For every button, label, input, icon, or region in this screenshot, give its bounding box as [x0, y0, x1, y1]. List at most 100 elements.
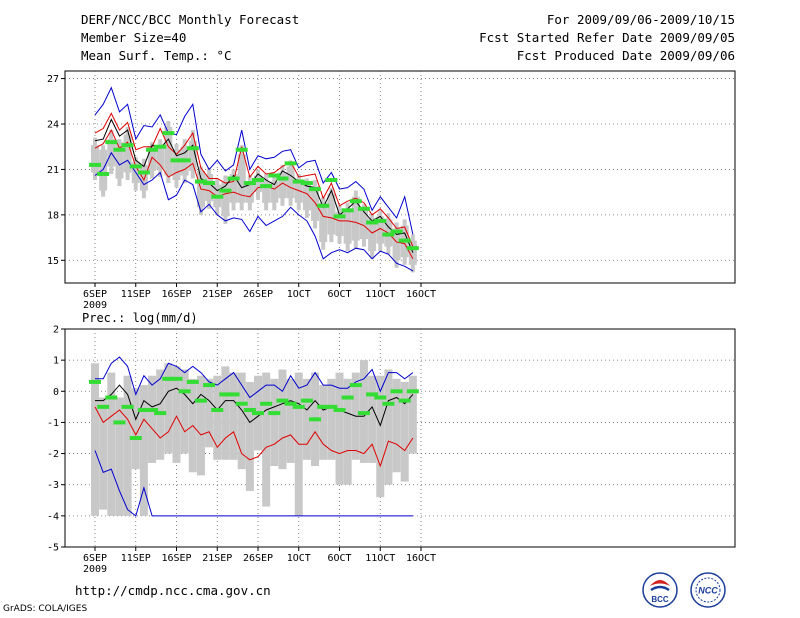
prec-box	[319, 385, 328, 460]
temp-xtick-label: 11SEP	[121, 289, 151, 300]
prec-median-marker	[146, 407, 159, 412]
start-date: Fcst Started Refer Date 2009/09/05	[479, 30, 735, 45]
prec-box	[180, 369, 189, 454]
temp-box	[188, 140, 197, 171]
prec-median-marker	[227, 392, 240, 397]
temp-median-marker	[105, 140, 118, 145]
temp-xtick-label: 11OCT	[365, 289, 395, 300]
temp-median-marker	[325, 178, 338, 183]
temp-xtick-label: 6OCT	[327, 289, 351, 300]
temp-median-marker	[194, 179, 207, 184]
temp-median-marker	[137, 170, 150, 175]
temp-median-marker	[129, 164, 142, 169]
prec-median-marker	[268, 411, 281, 416]
temp-median-marker	[170, 158, 183, 163]
temp-box	[392, 228, 401, 261]
prec-median-marker	[129, 436, 142, 440]
prec-xtick-label: 6SEP	[83, 553, 107, 564]
prec-min-line	[94, 450, 413, 517]
temp-box	[205, 173, 214, 202]
temp-median-marker	[260, 184, 273, 189]
footer-url[interactable]: http://cmdp.ncc.cma.gov.cn	[75, 583, 271, 598]
prec-median-marker	[121, 404, 134, 409]
prec-median-marker	[235, 401, 248, 406]
temp-median-marker	[178, 158, 191, 163]
prec-median-marker	[398, 398, 411, 403]
temp-box	[262, 181, 271, 203]
prec-box	[376, 375, 385, 498]
prec-box	[196, 375, 205, 476]
prec-box	[123, 375, 132, 516]
temp-box	[343, 208, 352, 244]
temp-median-marker	[341, 208, 354, 213]
prec-ytick-label: 1	[53, 356, 59, 367]
prec-box	[327, 378, 336, 460]
prec-xtick-label: 26SEP	[243, 553, 273, 564]
prec-xtick-label: 16SEP	[161, 553, 191, 564]
temp-box	[99, 149, 108, 191]
prec-box	[245, 381, 254, 491]
temp-ytick-label: 27	[47, 74, 59, 85]
prec-median-marker	[300, 398, 313, 403]
prec-ytick-label: 0	[53, 387, 59, 398]
prec-median-marker	[284, 401, 297, 406]
prec-box	[164, 363, 173, 454]
temp-ytick-label: 18	[47, 210, 59, 221]
temp-median-marker	[366, 220, 379, 225]
prec-xtick-label: 11OCT	[365, 553, 395, 564]
ncc-logo: NCC	[690, 572, 726, 608]
temp-median-marker	[333, 214, 346, 219]
prec-ytick-label: -1	[47, 418, 59, 429]
variable-label: Mean Surf. Temp.: °C	[81, 48, 232, 63]
temp-median-marker	[186, 146, 199, 151]
prec-median-marker	[406, 389, 419, 394]
temp-median-marker	[89, 162, 101, 167]
temp-box	[376, 216, 385, 244]
temp-median-marker	[162, 131, 175, 136]
prec-box	[408, 375, 417, 454]
temp-box	[278, 172, 287, 199]
temp-median-marker	[146, 147, 159, 152]
prec-median-marker	[219, 392, 232, 397]
prec-box	[205, 378, 214, 448]
prec-xtick-label: 21SEP	[202, 553, 232, 564]
prec-max-line	[95, 356, 414, 399]
temp-box	[335, 211, 344, 237]
prec-box	[335, 372, 344, 485]
temp-median-marker	[317, 203, 330, 208]
temp-box	[123, 134, 132, 173]
temp-box	[319, 202, 328, 243]
temp-box	[359, 208, 368, 240]
temp-box	[302, 184, 311, 211]
prec-median-marker	[162, 376, 175, 381]
temp-median-marker	[382, 232, 395, 237]
temp-median-marker	[235, 147, 248, 152]
temp-median-marker	[374, 218, 387, 223]
prec-median-marker	[243, 407, 256, 412]
temp-box	[351, 196, 360, 241]
prec-median-marker	[97, 404, 110, 409]
temp-median-marker	[113, 147, 126, 152]
prec-box	[384, 369, 393, 485]
prec-box	[99, 397, 108, 510]
prec-box	[148, 375, 157, 463]
prec-box	[221, 366, 230, 460]
prec-median-marker	[366, 392, 379, 397]
prec-median-marker	[260, 401, 273, 406]
temp-median-marker	[154, 144, 167, 149]
prec-box	[286, 378, 295, 463]
chart-title: DERF/NCC/BCC Monthly Forecast	[81, 12, 300, 27]
prec-mean-line	[95, 384, 414, 427]
prec-median-marker	[211, 407, 224, 412]
prec-median-marker	[374, 395, 387, 400]
prec-xtick-label: 1OCT	[287, 553, 311, 564]
temp-ytick-label: 15	[47, 256, 59, 267]
prec-box	[139, 385, 148, 516]
prec-ytick-label: 2	[53, 325, 59, 336]
prec-median-marker	[325, 404, 338, 409]
prec-lower-line	[94, 406, 414, 468]
prec-xtick-label: 6OCT	[327, 553, 351, 564]
